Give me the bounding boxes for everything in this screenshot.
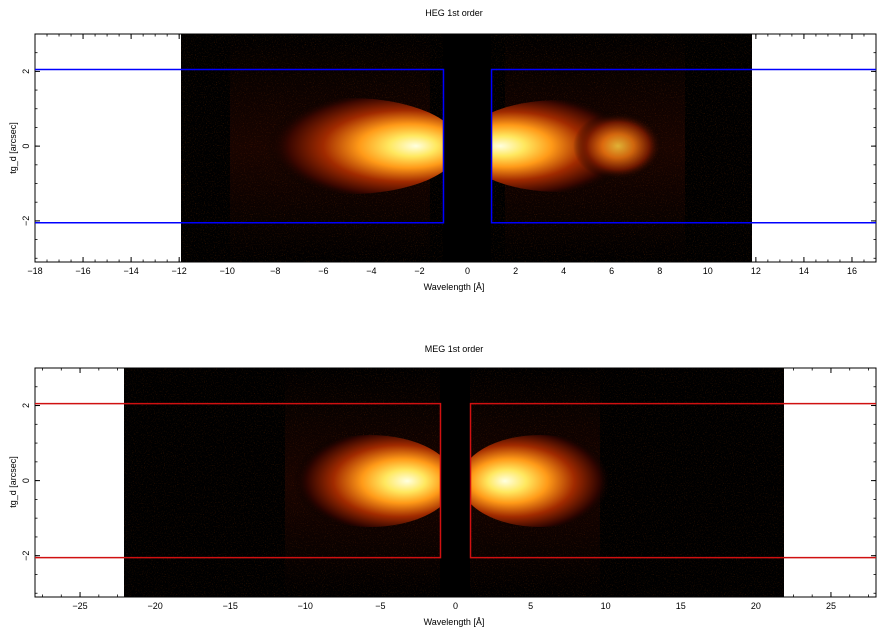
x-tick-label: 2: [513, 266, 518, 276]
x-tick-label: 14: [799, 266, 809, 276]
extraction-regions: [35, 402, 876, 559]
extraction-regions: [35, 68, 876, 224]
y-axis-ticks: −2 0 2: [21, 33, 876, 259]
extraction-region: [35, 402, 442, 559]
x-tick-label: −15: [223, 601, 238, 611]
x-tick-label: 25: [826, 601, 836, 611]
x-tick-label: 15: [676, 601, 686, 611]
x-tick-label: −18: [27, 266, 42, 276]
zero-order-gap: [440, 368, 470, 597]
extraction-region: [35, 68, 445, 224]
extraction-region: [469, 402, 876, 559]
x-axis-label: Wavelength [Å]: [424, 282, 485, 292]
x-tick-label: 10: [703, 266, 713, 276]
heatmap-image: [124, 368, 784, 597]
x-axis-ticks: −25 −20 −15 −10 −5 0 5 10 15 20 25: [42, 368, 869, 611]
x-tick-label: −25: [72, 601, 87, 611]
x-tick-label: −10: [220, 266, 235, 276]
x-tick-label: −6: [318, 266, 328, 276]
negative-order-peak: [285, 435, 455, 527]
extraction-region: [490, 68, 876, 224]
x-tick-label: 8: [657, 266, 662, 276]
heg-panel: HEG 1st order −18 −16 −14 −12 −10 −8 −6 −4 −2 0 2 4…: [8, 8, 877, 292]
x-tick-label: 5: [528, 601, 533, 611]
heatmap-image: [181, 34, 752, 262]
x-tick-label: 4: [561, 266, 566, 276]
x-tick-label: −10: [298, 601, 313, 611]
x-tick-label: 20: [751, 601, 761, 611]
y-tick-label: 2: [21, 403, 31, 408]
x-axis-label: Wavelength [Å]: [424, 617, 485, 627]
y-tick-label: 0: [21, 144, 31, 149]
x-tick-label: −4: [366, 266, 376, 276]
x-tick-label: −5: [375, 601, 385, 611]
y-axis-label: tg_d [arcsec]: [8, 122, 18, 174]
y-axis-label: tg_d [arcsec]: [8, 456, 18, 508]
x-tick-label: 16: [847, 266, 857, 276]
x-tick-label: 12: [751, 266, 761, 276]
x-tick-label: 10: [601, 601, 611, 611]
chart-title: HEG 1st order: [425, 8, 483, 18]
x-tick-label: −20: [148, 601, 163, 611]
y-tick-label: −2: [21, 216, 31, 226]
meg-panel: MEG 1st order −25 −20 −15 −10 −5 0 5 10 15 20 25 −…: [8, 344, 877, 627]
y-axis-ticks: −2 0 2: [21, 367, 876, 594]
x-axis-ticks: −18 −16 −14 −12 −10 −8 −6 −4 −2 0 2 4 6 8 10 12 14 16: [27, 34, 877, 276]
x-tick-label: −2: [414, 266, 424, 276]
positive-order-peak: [460, 435, 620, 527]
y-tick-label: 0: [21, 478, 31, 483]
y-tick-label: 2: [21, 69, 31, 74]
x-tick-label: 0: [453, 601, 458, 611]
x-tick-label: −14: [123, 266, 138, 276]
negative-order-peak: [240, 98, 460, 194]
x-tick-label: −16: [75, 266, 90, 276]
x-tick-label: −12: [172, 266, 187, 276]
positive-order-secondary-peak: [573, 112, 663, 180]
zero-order-gap: [443, 34, 491, 262]
x-tick-label: 6: [609, 266, 614, 276]
y-tick-label: −2: [21, 551, 31, 561]
x-tick-label: −8: [270, 266, 280, 276]
chart-title: MEG 1st order: [425, 344, 484, 354]
x-tick-label: 0: [465, 266, 470, 276]
